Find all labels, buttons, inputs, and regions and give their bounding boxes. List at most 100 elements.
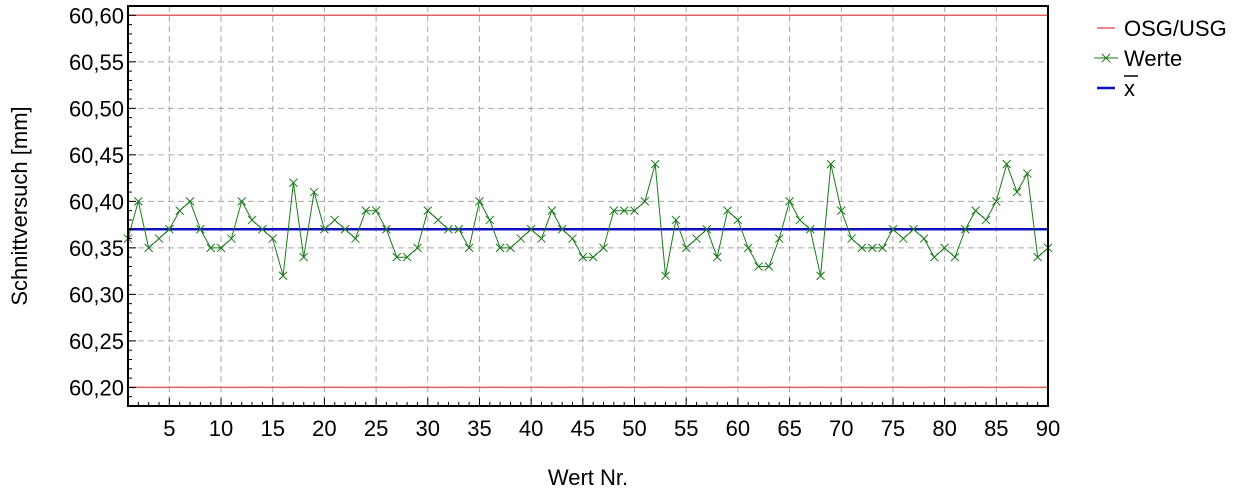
werte-point	[433, 215, 443, 225]
werte-point	[444, 224, 453, 234]
grid	[128, 6, 1049, 406]
werte-point	[568, 234, 577, 243]
werte-point	[919, 234, 929, 243]
werte-point	[278, 271, 288, 281]
werte-point	[413, 243, 422, 253]
werte-point-stroke	[206, 243, 216, 253]
werte-point-stroke	[960, 224, 970, 234]
werte-point	[929, 252, 939, 262]
werte-point-stroke	[433, 215, 443, 225]
werte-point-stroke	[940, 243, 949, 253]
y-tick-label: 60,25	[69, 329, 124, 354]
werte-point-stroke	[320, 224, 329, 234]
werte-point	[795, 215, 805, 225]
werte-point-stroke	[309, 187, 319, 197]
werte-point-stroke	[278, 271, 288, 281]
werte-point	[268, 234, 278, 243]
werte-point	[836, 206, 846, 216]
werte-point	[495, 243, 505, 253]
y-tick-label: 60,40	[69, 189, 124, 214]
werte-point	[1002, 159, 1012, 169]
y-tick-label: 60,35	[69, 236, 124, 261]
werte-point-stroke	[795, 215, 805, 225]
werte-point-stroke	[919, 234, 929, 243]
legend: OSG/USG Werte x	[1094, 16, 1227, 101]
x-tick-label: 80	[932, 416, 956, 441]
werte-point-stroke	[289, 178, 298, 188]
x-tick-label: 55	[674, 416, 698, 441]
x-axis-label: Wert Nr.	[548, 465, 628, 490]
werte-point	[764, 262, 774, 271]
werte-point-stroke	[754, 262, 763, 271]
werte-point-stroke	[878, 243, 887, 253]
werte-point	[464, 243, 474, 253]
werte-point	[1012, 187, 1022, 197]
x-tick-label: 20	[312, 416, 336, 441]
y-tick-label: 60,55	[69, 50, 124, 75]
werte-point	[382, 224, 391, 234]
werte-point-stroke	[712, 252, 722, 262]
werte-point-stroke	[268, 234, 278, 243]
werte-point	[475, 196, 484, 206]
werte-point	[774, 234, 784, 243]
werte-point	[754, 262, 763, 271]
werte-point-stroke	[568, 234, 577, 243]
werte-point-stroke	[1002, 159, 1012, 169]
werte-point-stroke	[258, 224, 267, 234]
werte-point	[371, 206, 381, 216]
werte-point	[599, 243, 608, 253]
werte-point-stroke	[981, 215, 991, 225]
werte-point	[991, 196, 1001, 206]
werte-point	[485, 215, 495, 225]
werte-point-stroke	[537, 234, 546, 243]
x-tick-label: 35	[467, 416, 491, 441]
werte-point	[971, 206, 980, 216]
werte-point	[857, 243, 867, 253]
werte-point-stroke	[164, 224, 174, 234]
x-tick-label: 60	[726, 416, 750, 441]
werte-point	[692, 234, 701, 243]
werte-point	[847, 234, 856, 243]
werte-point	[650, 159, 660, 169]
werte-point	[898, 234, 908, 243]
werte-point-stroke	[382, 224, 391, 234]
werte-point	[247, 215, 257, 225]
werte-point-stroke	[299, 252, 309, 262]
werte-point-stroke	[526, 224, 536, 234]
werte-point	[320, 224, 329, 234]
werte-point-stroke	[175, 206, 185, 216]
werte-point-stroke	[413, 243, 422, 253]
y-tick-label: 60,20	[69, 375, 124, 400]
werte-point	[826, 159, 836, 169]
werte-point-stroke	[599, 243, 608, 253]
y-axis-label: Schnittversuch [mm]	[7, 106, 32, 305]
x-tick-label: 65	[777, 416, 801, 441]
werte-point-stroke	[692, 234, 701, 243]
x-tick-label: 85	[984, 416, 1008, 441]
werte-point	[196, 224, 205, 234]
werte-point-stroke	[247, 215, 257, 225]
x-tick-label: 15	[260, 416, 284, 441]
werte-point	[640, 196, 650, 206]
werte-point-stroke	[764, 262, 774, 271]
werte-point-stroke	[640, 196, 650, 206]
werte-point	[630, 206, 639, 216]
x-tick-label: 70	[829, 416, 853, 441]
y-tick-label: 60,60	[69, 3, 124, 28]
werte-point	[516, 234, 526, 243]
werte-point-stroke	[991, 196, 1001, 206]
werte-point-stroke	[154, 234, 164, 243]
werte-point	[981, 215, 991, 225]
legend-swatch	[1101, 53, 1111, 63]
werte-point-stroke	[619, 206, 629, 216]
werte-point-stroke	[578, 252, 588, 262]
x-tick-label: 45	[571, 416, 595, 441]
werte-point	[185, 196, 195, 206]
werte-point-stroke	[1022, 169, 1032, 178]
x-tick-label: 25	[364, 416, 388, 441]
werte-point-stroke	[133, 196, 143, 206]
legend-item: Werte	[1094, 46, 1182, 71]
limit-lines	[128, 14, 1048, 389]
werte-point	[258, 224, 267, 234]
werte-point-stroke	[402, 252, 412, 262]
